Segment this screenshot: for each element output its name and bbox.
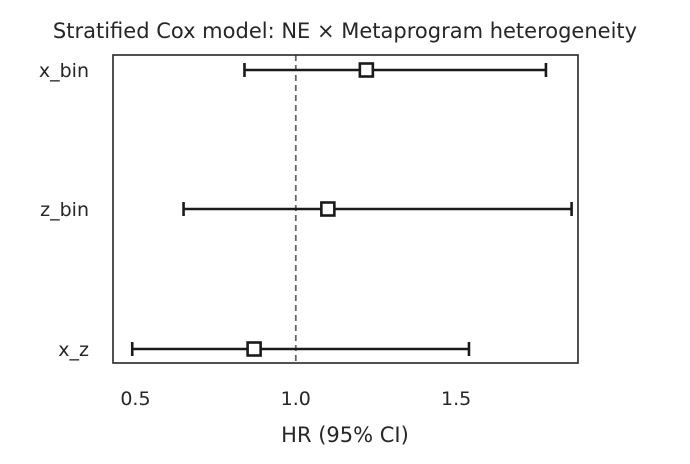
axes-frame: [112, 54, 579, 364]
x-tick-label: 1.5: [441, 388, 471, 410]
x-tick-label: 0.5: [120, 388, 150, 410]
hr-point-marker: [246, 341, 262, 357]
y-tick-label: x_z: [58, 339, 89, 361]
y-tick-label: z_bin: [40, 199, 89, 221]
plot-area: 0.5 1.0 1.5 x_bin z_bin x_z: [39, 54, 579, 410]
x-tick-label: 1.0: [281, 388, 311, 410]
chart-title: Stratified Cox model: NE × Metaprogram h…: [53, 19, 637, 43]
y-tick-label: x_bin: [39, 60, 89, 82]
hr-point-marker: [358, 62, 375, 78]
x-axis-label: HR (95% CI): [281, 423, 409, 447]
hr-point-marker: [320, 201, 336, 217]
